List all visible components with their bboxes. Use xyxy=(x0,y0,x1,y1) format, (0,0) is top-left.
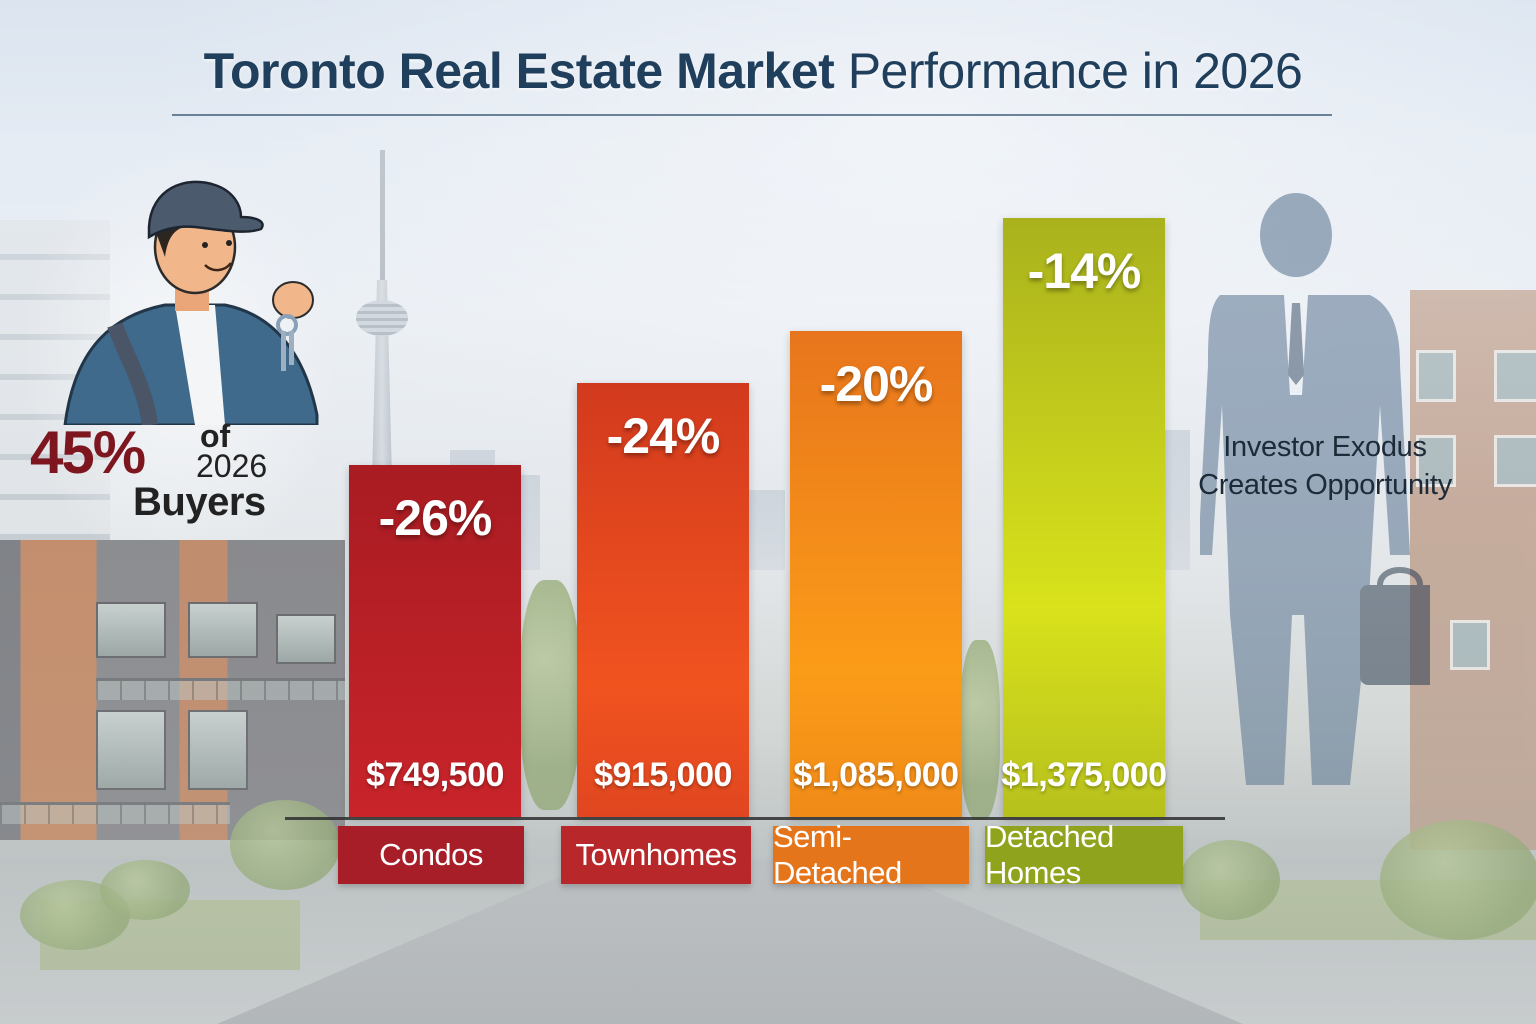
bar-semi-detached: -20% $1,085,000 xyxy=(790,331,962,817)
category-label-condos: Condos xyxy=(338,826,524,884)
young-buyer-with-keys-icon xyxy=(63,180,319,425)
chart-baseline xyxy=(285,817,1225,820)
bar-change-label: -24% xyxy=(606,408,721,464)
buyers-year: 2026 xyxy=(196,448,268,484)
bar-price-label: $1,085,000 xyxy=(793,756,959,794)
investor-line-2: Creates Opportunity xyxy=(1198,469,1452,501)
bar-change-label: -14% xyxy=(1027,243,1142,299)
investor-callout: Investor Exodus Creates Opportunity xyxy=(1160,428,1490,504)
page-title: Toronto Real Estate Market Performance i… xyxy=(168,42,1338,100)
bar-price-label: $1,375,000 xyxy=(1001,756,1167,794)
bar-townhomes: -24% $915,000 xyxy=(577,383,749,817)
category-label-detached-homes: Detached Homes xyxy=(985,819,1183,890)
title-bold: Toronto Real Estate Market xyxy=(203,43,835,99)
buyers-label: Buyers xyxy=(133,480,266,524)
investor-line-1: Investor Exodus xyxy=(1223,431,1427,463)
bar-condos: -26% $749,500 xyxy=(349,465,521,817)
investor-silhouette-icon xyxy=(1200,193,1430,785)
buyers-of: of xyxy=(200,418,231,454)
category-label-townhomes: Townhomes xyxy=(561,826,751,884)
bar-detached-homes: -14% $1,375,000 xyxy=(1001,218,1167,817)
bar-change-label: -20% xyxy=(819,356,934,412)
category-label-semi-detached: Semi-Detached xyxy=(773,819,969,890)
title-light: Performance in 2026 xyxy=(847,43,1303,99)
bar-change-label: -26% xyxy=(378,490,493,546)
title-divider xyxy=(172,114,1332,116)
bar-price-label: $749,500 xyxy=(366,756,504,794)
bar-price-label: $915,000 xyxy=(594,756,732,794)
buyers-percent: 45% xyxy=(30,419,146,486)
